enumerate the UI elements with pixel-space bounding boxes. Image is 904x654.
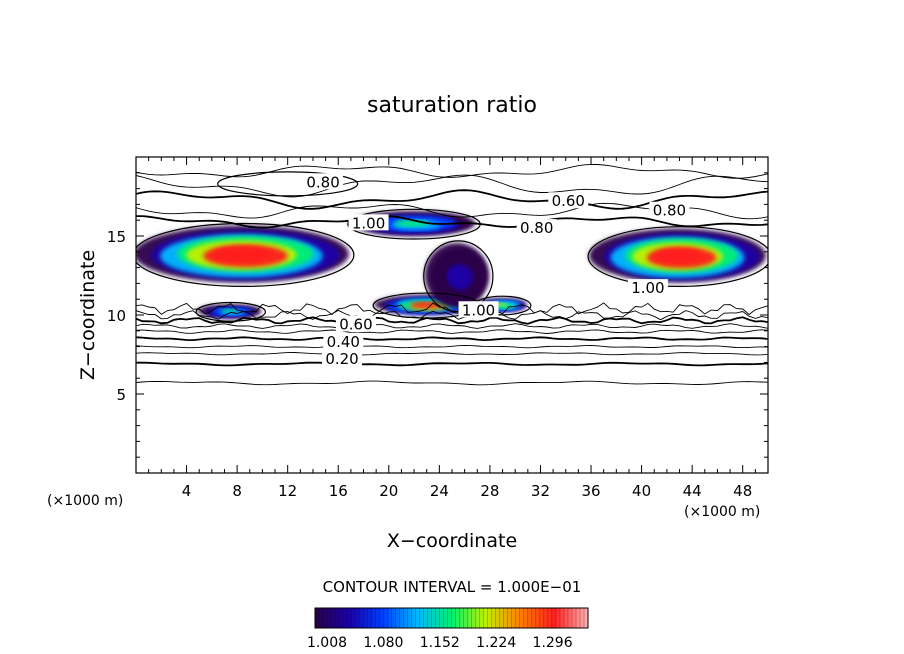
supersaturation-fill <box>653 248 702 263</box>
x-tick-label: 24 <box>430 482 449 500</box>
contour-line <box>136 352 768 356</box>
contour-line <box>423 240 494 313</box>
contour-label: 0.80 <box>306 173 339 191</box>
colorbar-tick-label: 1.008 <box>307 635 347 651</box>
colorbar-tick-label: 1.080 <box>363 635 403 651</box>
x-unit-right: (×1000 m) <box>684 504 760 520</box>
x-tick-label: 12 <box>278 482 297 500</box>
contour-label: 0.80 <box>653 202 686 220</box>
contour-label: 0.40 <box>327 333 360 351</box>
contour-label-bg <box>322 350 363 367</box>
contour-line <box>136 163 768 179</box>
contour-line <box>347 208 481 240</box>
contour-line <box>136 302 768 316</box>
contour-label: 0.20 <box>325 350 358 368</box>
contour-interval-text: CONTOUR INTERVAL = 1.000E−01 <box>323 578 582 596</box>
contour-line <box>136 222 355 287</box>
contour-line <box>587 226 768 287</box>
contour-label-bg <box>548 192 589 209</box>
contour-label: 1.00 <box>462 301 495 319</box>
contour-line <box>136 215 768 229</box>
contour-label: 1.00 <box>631 279 664 297</box>
y-tick-label: 15 <box>107 228 126 246</box>
x-tick-label: 8 <box>232 482 242 500</box>
chart-title: saturation ratio <box>367 93 537 118</box>
x-tick-label: 20 <box>379 482 398 500</box>
contour-label: 0.60 <box>339 315 372 333</box>
x-tick-label: 48 <box>733 482 752 500</box>
contour-label-bg <box>627 279 668 296</box>
colorbar-tick-label: 1.296 <box>533 635 573 651</box>
contour-line <box>136 336 768 342</box>
contour-line <box>136 189 768 210</box>
contour-label-bg <box>335 315 376 332</box>
colorbar-ticks: 1.008 1.080 1.152 1.224 1.296 <box>307 635 573 651</box>
x-axis-label: X−coordinate <box>387 530 517 552</box>
contour-label: 0.80 <box>520 219 553 237</box>
contour-label: 0.60 <box>552 192 585 210</box>
colorbar-tick-label: 1.152 <box>420 635 460 651</box>
contour-line <box>136 174 768 198</box>
contour-line <box>136 344 768 349</box>
contour-label-bg <box>458 301 499 318</box>
x-tick-label: 40 <box>632 482 651 500</box>
contour-line <box>217 171 359 197</box>
x-axis-ticks: 4 8 12 16 20 24 28 32 36 40 44 48 <box>148 157 756 500</box>
contour-line <box>136 309 768 321</box>
colorbar <box>314 607 589 629</box>
supersaturation-fill <box>212 246 271 262</box>
contour-line <box>136 316 768 325</box>
plot-area: 0.800.600.801.00 0.801.001.000.600.400.20 <box>136 163 768 386</box>
contour-line <box>136 361 768 367</box>
contour-line <box>136 329 768 334</box>
colorbar-stripes <box>314 608 589 628</box>
supersaturation-fill <box>447 266 465 285</box>
y-tick-label: 10 <box>107 307 126 325</box>
contour-label-bg <box>516 219 557 236</box>
y-tick-label: 5 <box>116 386 126 404</box>
x-tick-label: 36 <box>581 482 600 500</box>
contour-label-bg <box>323 332 364 349</box>
y-axis-ticks: 5 10 15 <box>107 172 768 458</box>
supersaturation-fill <box>220 309 238 313</box>
contour-label-bg <box>649 201 690 218</box>
contour-label: 1.00 <box>352 214 385 232</box>
x-unit-left: (×1000 m) <box>47 493 123 509</box>
y-axis-label: Z−coordinate <box>77 250 99 380</box>
supersaturation-fill <box>410 301 439 308</box>
colorbar-tick-label: 1.224 <box>476 635 516 651</box>
x-tick-label: 44 <box>683 482 702 500</box>
x-tick-label: 4 <box>182 482 192 500</box>
x-tick-label: 32 <box>531 482 550 500</box>
contour-label-bg <box>348 214 389 231</box>
x-tick-label: 16 <box>329 482 348 500</box>
contour-line <box>195 301 267 322</box>
contour-line <box>136 380 768 386</box>
contour-label-bg <box>303 173 344 190</box>
x-tick-label: 28 <box>480 482 499 500</box>
contour-label-layer: 0.800.600.801.00 0.801.001.000.600.400.20 <box>303 173 690 368</box>
contour-line <box>136 323 768 329</box>
